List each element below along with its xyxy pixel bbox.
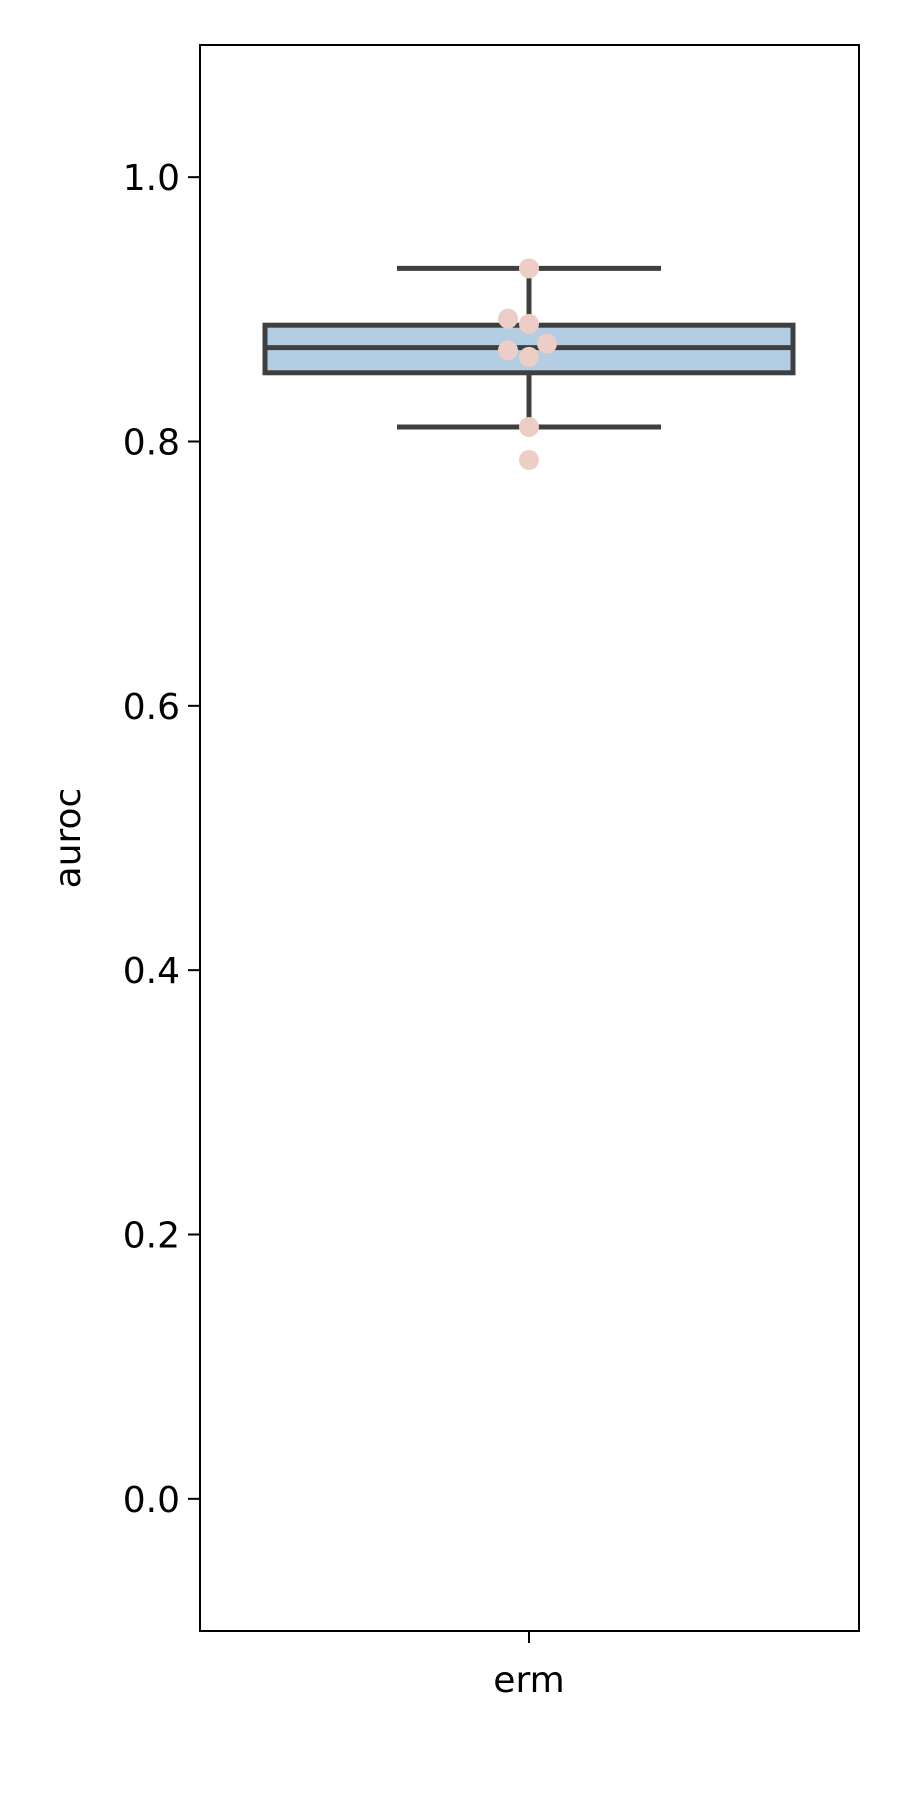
y-tick-label: 1.0 [123,158,180,199]
data-point [519,258,539,279]
x-tick-label-erm: erm [493,1660,564,1701]
y-tick-label: 0.6 [123,687,180,728]
y-tick-label: 0.4 [123,951,180,992]
data-point [519,416,539,437]
data-point [498,308,518,329]
strip-points [498,258,557,471]
y-tick-label: 0.2 [123,1216,180,1257]
y-tick-label: 0.0 [123,1480,180,1521]
data-point [498,340,518,361]
data-point [519,450,539,471]
data-point [519,346,539,367]
y-axis-label: auroc [48,788,89,889]
data-point [537,333,557,354]
data-point [519,313,539,334]
y-axis-ticks: 0.0 0.2 0.4 0.6 0.8 1.0 [123,158,200,1521]
y-tick-label: 0.8 [123,423,180,464]
